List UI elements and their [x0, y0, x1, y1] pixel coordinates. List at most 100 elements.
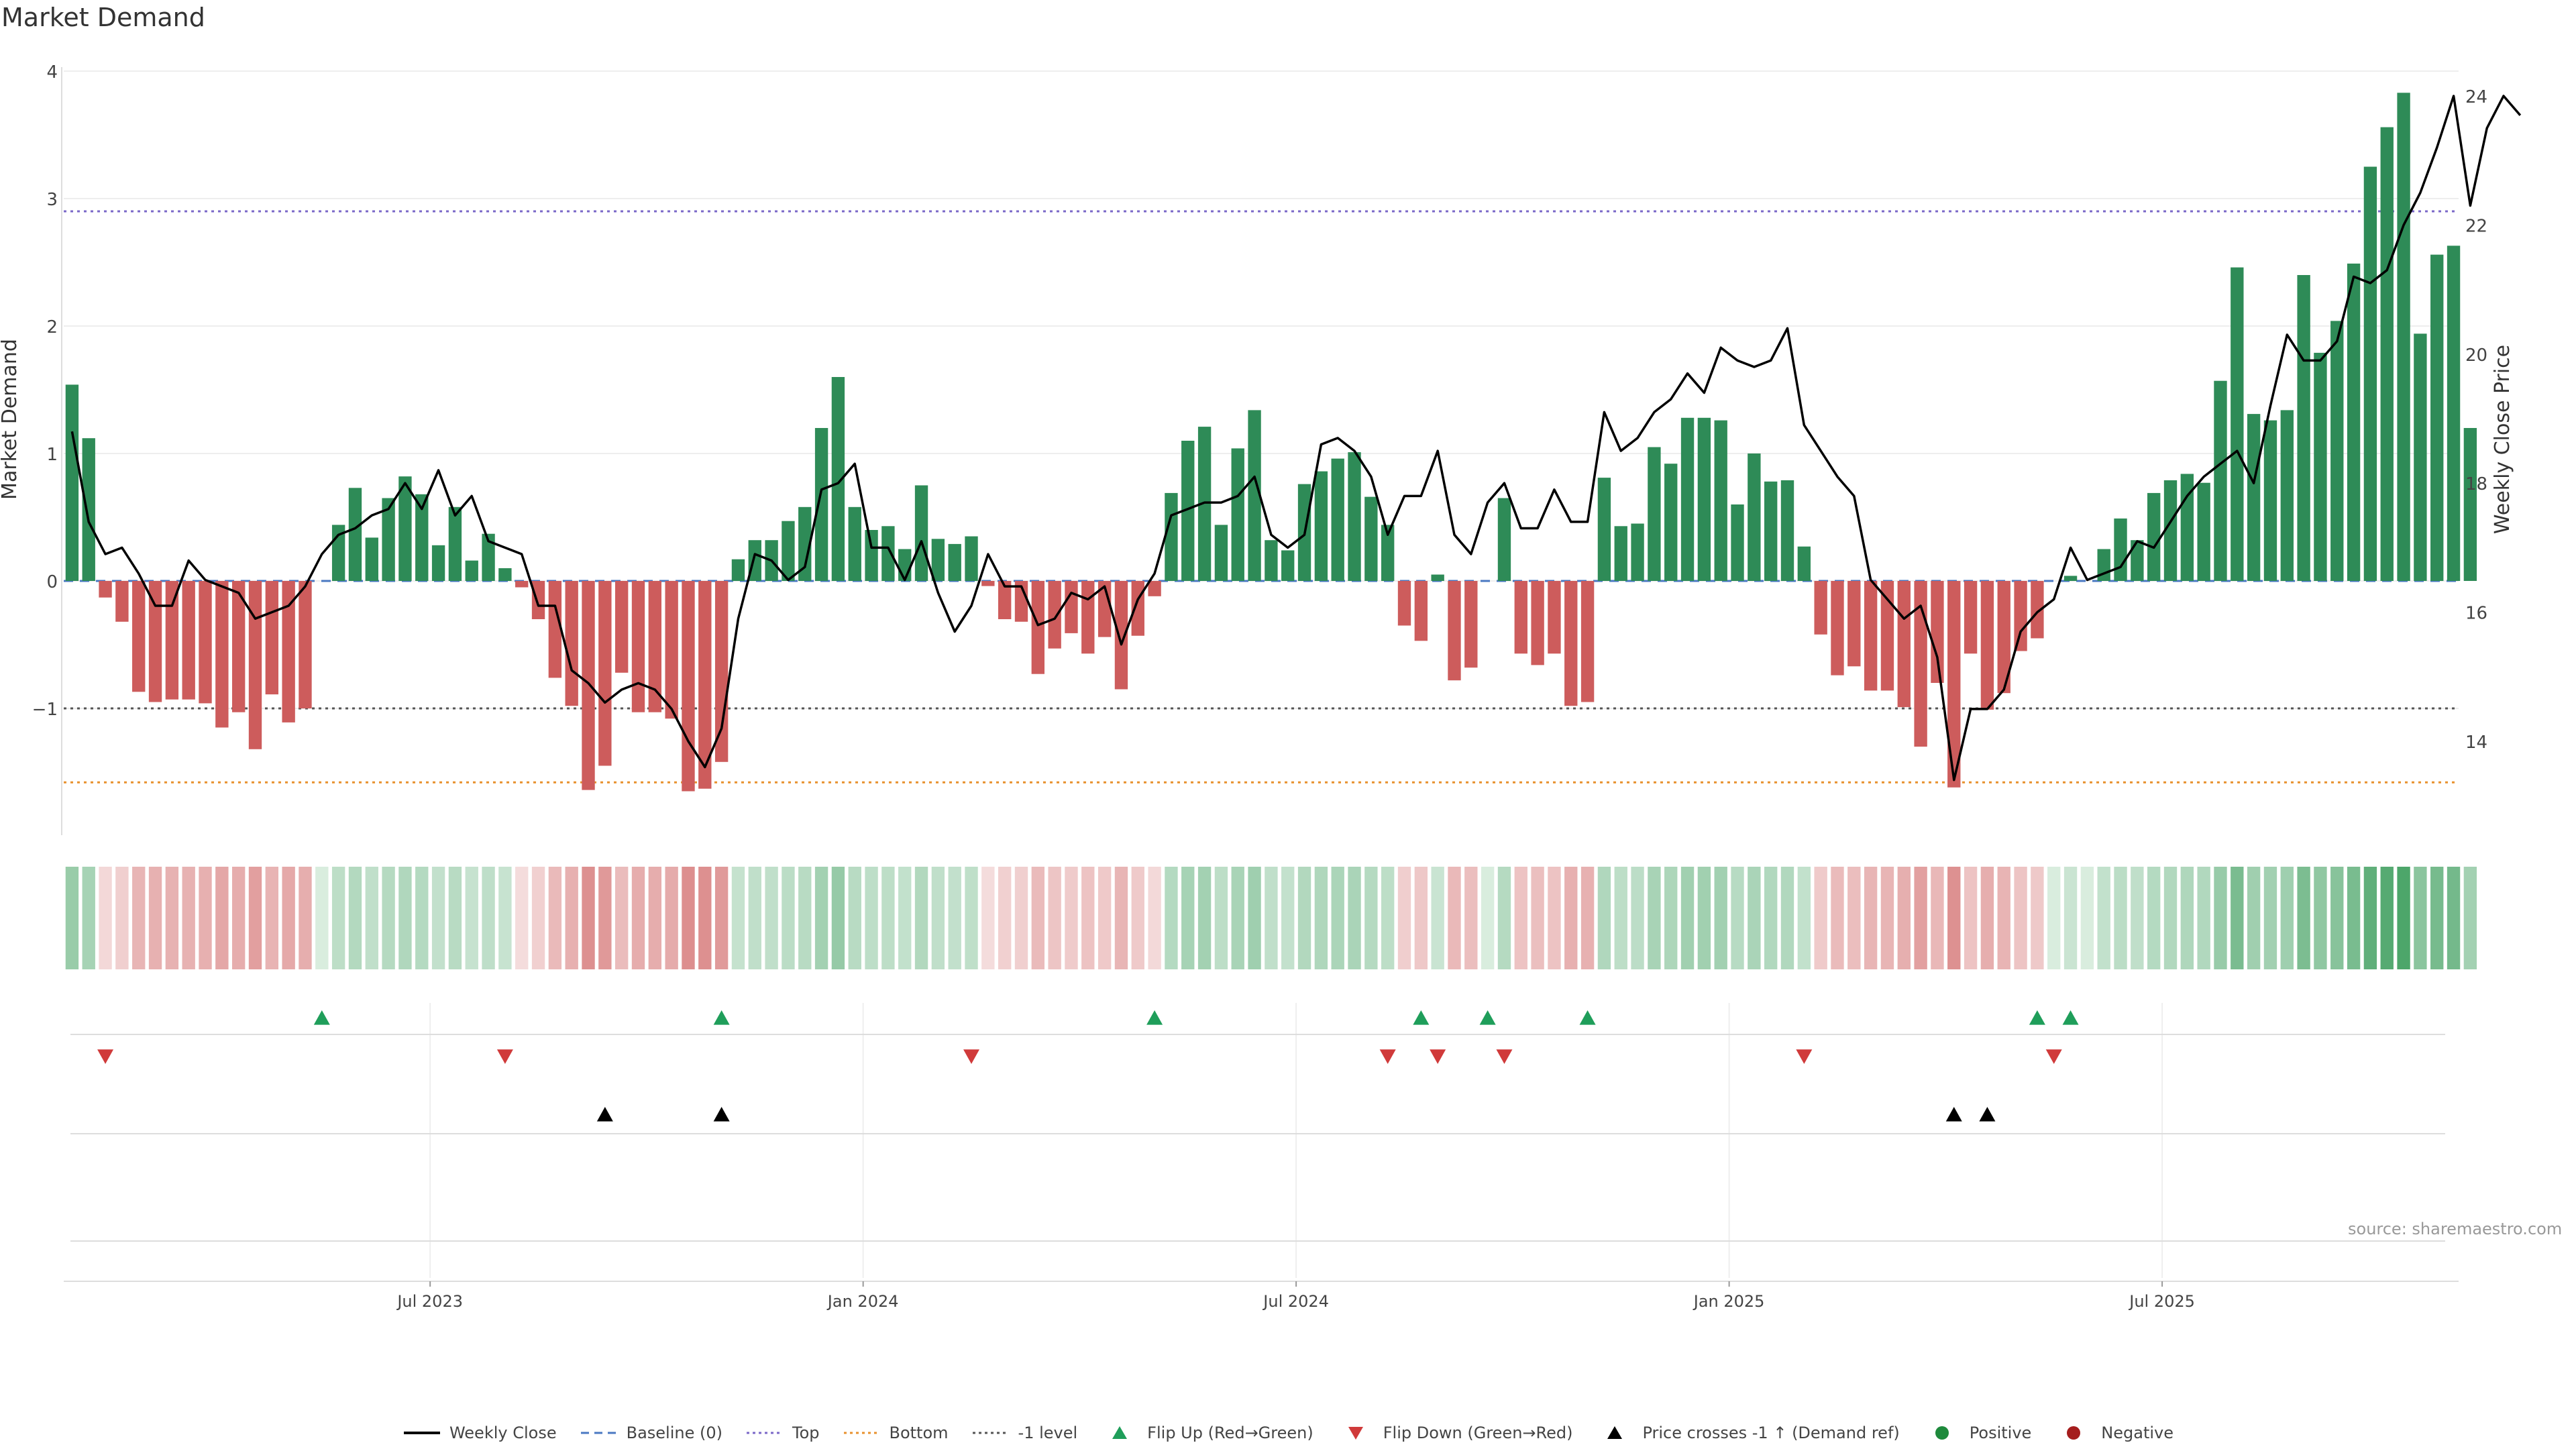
demand-bar-97: [1680, 417, 1695, 581]
heat-cell-68: [1197, 867, 1212, 969]
heat-cell-7: [182, 867, 195, 969]
heat-cell-115: [1980, 867, 1994, 969]
heat-cell-34: [631, 867, 645, 969]
flip-up-marker-6: [2029, 1010, 2045, 1025]
legend-item-negative: Negative: [2054, 1424, 2174, 1442]
y2-axis-label: Weekly Close Price: [2491, 345, 2514, 534]
y-tick-label-4: 0: [46, 572, 58, 592]
heat-cell-135: [2314, 867, 2327, 969]
demand-bar-133: [2280, 410, 2294, 581]
flip-up-marker-5: [1579, 1010, 1596, 1025]
demand-bar-109: [1880, 581, 1894, 691]
demand-bar-77: [1348, 452, 1361, 581]
heat-cell-40: [731, 867, 745, 969]
demand-bar-141: [2414, 333, 2427, 581]
demand-bar-35: [648, 581, 662, 712]
demand-bar-142: [2430, 254, 2444, 581]
demand-bar-88: [1531, 581, 1544, 665]
heat-cell-116: [1997, 867, 2010, 969]
demand-bar-54: [965, 536, 978, 581]
heat-cell-75: [1314, 867, 1328, 969]
heat-cell-88: [1531, 867, 1544, 969]
heat-cell-39: [714, 867, 729, 969]
demand-bar-86: [1497, 498, 1511, 581]
heat-cell-35: [648, 867, 662, 969]
y2-tick-label-3: 18: [2465, 474, 2487, 494]
heat-cell-97: [1680, 867, 1695, 969]
demand-bars: [65, 93, 2477, 792]
demand-bar-2: [99, 581, 112, 598]
demand-bar-87: [1514, 581, 1527, 654]
heat-cell-132: [2263, 867, 2277, 969]
heat-cell-72: [1265, 867, 1278, 969]
heat-cell-142: [2430, 867, 2444, 969]
legend-label-minus-one: -1 level: [1018, 1424, 1078, 1442]
heat-cell-5: [148, 867, 162, 969]
demand-bar-136: [2330, 321, 2344, 581]
demand-bar-21: [415, 494, 429, 581]
heat-cell-77: [1348, 867, 1361, 969]
demand-bar-56: [998, 581, 1012, 619]
demand-bar-24: [465, 560, 478, 581]
heat-cell-138: [2363, 867, 2377, 969]
legend-label-weekly-close: Weekly Close: [449, 1424, 557, 1442]
weekly-close-line-group: [70, 95, 2522, 782]
legend-label-top: Top: [792, 1424, 820, 1442]
flip-down-marker-1: [496, 1049, 513, 1064]
demand-bar-12: [265, 581, 279, 695]
demand-bar-132: [2263, 420, 2277, 581]
demand-bar-69: [1214, 525, 1228, 581]
heat-cell-143: [2447, 867, 2461, 969]
heat-cell-23: [448, 867, 462, 969]
heat-cell-11: [248, 867, 262, 969]
heat-cell-70: [1231, 867, 1244, 969]
flip-up-marker-4: [1479, 1010, 1496, 1025]
right-axis: 24 22 20 18 16 14: [2465, 87, 2487, 753]
heat-cell-33: [614, 867, 629, 969]
heat-cell-124: [2131, 867, 2144, 969]
flip-down-marker-6: [1796, 1049, 1813, 1064]
flip-down-marker-2: [963, 1049, 980, 1064]
demand-bar-25: [482, 533, 495, 581]
demand-bar-102: [1764, 481, 1778, 581]
heat-cell-125: [2147, 867, 2161, 969]
demand-bar-139: [2380, 127, 2394, 582]
heat-strip: [65, 867, 2477, 969]
demand-bar-23: [448, 506, 462, 581]
heat-cell-113: [1947, 867, 1961, 969]
demand-bar-7: [182, 581, 195, 700]
demand-bar-89: [1548, 581, 1561, 654]
demand-bar-28: [531, 581, 545, 619]
heat-cell-55: [981, 867, 995, 969]
heat-cell-31: [582, 867, 595, 969]
legend-label-price-cross: Price crosses -1 ↑ (Demand ref): [1642, 1424, 1900, 1442]
demand-bar-40: [731, 559, 745, 581]
heat-cell-104: [1797, 867, 1811, 969]
demand-bar-125: [2147, 492, 2161, 581]
demand-bar-84: [1464, 581, 1478, 668]
heat-cell-78: [1364, 867, 1378, 969]
demand-bar-115: [1980, 581, 1994, 710]
chart-title: Market Demand: [1, 3, 205, 32]
demand-bar-112: [1931, 581, 1944, 683]
heat-cell-42: [765, 867, 778, 969]
event-panels: [64, 1010, 2459, 1282]
heat-cell-101: [1748, 867, 1761, 969]
heat-cell-17: [348, 867, 362, 969]
demand-bar-78: [1364, 496, 1378, 581]
heat-cell-89: [1548, 867, 1561, 969]
heat-cell-123: [2114, 867, 2127, 969]
heat-cell-144: [2463, 867, 2477, 969]
demand-bar-33: [614, 581, 629, 673]
legend-swatch-negative: [2067, 1426, 2081, 1440]
heat-cell-19: [382, 867, 395, 969]
demand-bar-58: [1031, 581, 1045, 674]
demand-bar-116: [1997, 581, 2010, 694]
demand-bar-8: [199, 581, 212, 704]
flip-down-marker-7: [2045, 1049, 2062, 1064]
demand-bar-140: [2397, 93, 2410, 582]
heat-cell-24: [465, 867, 478, 969]
demand-bar-105: [1814, 581, 1827, 635]
demand-bar-111: [1914, 581, 1927, 747]
heat-cell-91: [1580, 867, 1595, 969]
